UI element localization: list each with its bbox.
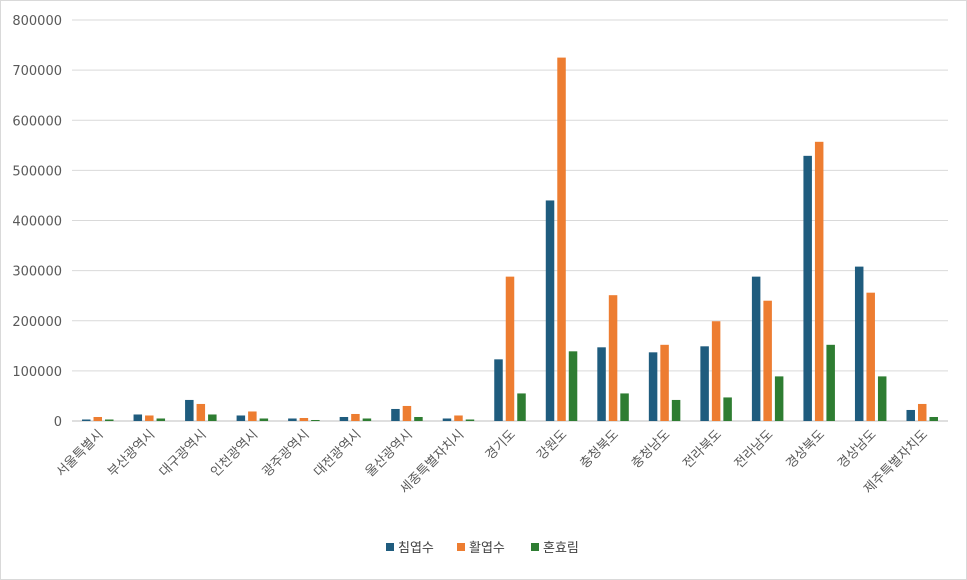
x-tick-label: 충청남도: [629, 427, 673, 471]
bar-3-14: [774, 376, 784, 421]
legend-swatch: [386, 543, 394, 551]
bar-1-13: [700, 346, 709, 421]
y-tick-label: 800000: [12, 14, 62, 29]
bar-1-4: [236, 415, 246, 421]
bar-1-9: [494, 359, 503, 421]
bars: [82, 57, 938, 421]
bar-2-2: [145, 415, 154, 421]
bar-1-14: [751, 276, 761, 421]
legend: 침엽수 활엽수 혼효림: [386, 541, 579, 556]
bar-2-6: [351, 413, 360, 421]
y-axis: 0 100000 200000 300000 400000 500000 600000 700…: [12, 14, 62, 430]
bar-2-7: [402, 405, 412, 421]
bar-1-7: [391, 408, 400, 421]
bar-3-12: [671, 399, 681, 421]
x-tick-label: 전라남도: [732, 427, 776, 471]
bar-3-9: [517, 393, 526, 421]
bar-3-3: [208, 414, 217, 421]
y-tick-label: 400000: [12, 215, 62, 230]
bar-3-11: [620, 393, 629, 421]
x-axis: 서울특별시부산광역시대구광역시인천광역시광주광역시대전광역시울산광역시세종특별자…: [54, 427, 931, 497]
bar-1-12: [648, 352, 658, 421]
bar-1-5: [288, 418, 297, 421]
bar-3-16: [877, 376, 887, 421]
x-tick-label: 경상북도: [784, 427, 828, 471]
bar-2-13: [711, 321, 721, 421]
x-tick-label: 인천광역시: [208, 427, 261, 480]
bar-3-4: [259, 418, 269, 421]
bar-2-17: [917, 403, 927, 421]
legend-label: 침엽수: [398, 541, 434, 556]
x-tick-label: 경상남도: [835, 427, 879, 471]
bar-1-3: [185, 399, 194, 421]
bar-1-6: [339, 416, 349, 421]
x-tick-label: 서울특별시: [54, 427, 107, 480]
legend-label: 활엽수: [469, 541, 505, 556]
y-tick-label: 100000: [12, 365, 62, 380]
x-tick-label: 부산광역시: [105, 427, 158, 480]
bar-2-15: [814, 141, 824, 421]
bar-1-17: [906, 409, 915, 421]
bar-3-8: [465, 419, 475, 421]
legend-swatch: [457, 543, 465, 551]
bar-3-1: [105, 419, 114, 421]
y-tick-label: 500000: [12, 164, 62, 179]
x-tick-label: 대전광역시: [311, 427, 364, 480]
y-tick-label: 0: [54, 415, 62, 430]
bar-1-10: [545, 200, 555, 421]
y-tick-label: 300000: [12, 265, 62, 280]
bar-2-4: [248, 411, 257, 421]
x-tick-label: 광주광역시: [260, 427, 313, 480]
bar-2-8: [454, 415, 463, 421]
x-tick-label: 울산광역시: [363, 427, 416, 480]
bar-1-2: [133, 414, 143, 421]
bar-2-1: [93, 416, 103, 421]
bar-3-13: [723, 397, 732, 421]
x-tick-label: 전라북도: [681, 427, 725, 471]
bar-1-11: [597, 347, 606, 421]
bar-3-6: [362, 418, 372, 421]
y-tick-label: 600000: [12, 114, 62, 129]
bar-1-15: [803, 155, 812, 421]
bar-3-15: [826, 344, 835, 421]
bar-3-10: [568, 351, 578, 421]
bar-2-14: [763, 300, 772, 421]
x-tick-label: 대구광역시: [157, 427, 210, 480]
bar-2-3: [196, 403, 206, 421]
bar-2-10: [557, 57, 566, 421]
bar-1-1: [82, 419, 91, 421]
bar-2-11: [608, 295, 618, 421]
bar-3-7: [414, 416, 423, 421]
y-tick-label: 700000: [12, 64, 62, 79]
bar-2-16: [866, 292, 875, 421]
bar-2-12: [660, 344, 669, 421]
legend-swatch: [531, 543, 539, 551]
gridlines: [72, 19, 948, 422]
bar-1-8: [442, 418, 452, 421]
x-tick-label: 강원도: [534, 427, 570, 463]
x-tick-label: 충청북도: [577, 427, 621, 471]
bar-1-16: [854, 266, 864, 421]
bar-3-5: [311, 419, 320, 421]
bar-3-17: [929, 416, 938, 421]
bar-2-5: [299, 417, 309, 421]
bar-3-2: [156, 418, 166, 421]
legend-label: 혼효림: [543, 541, 579, 556]
bar-2-9: [505, 276, 515, 421]
y-tick-label: 200000: [12, 315, 62, 330]
x-tick-label: 경기도: [483, 427, 519, 463]
